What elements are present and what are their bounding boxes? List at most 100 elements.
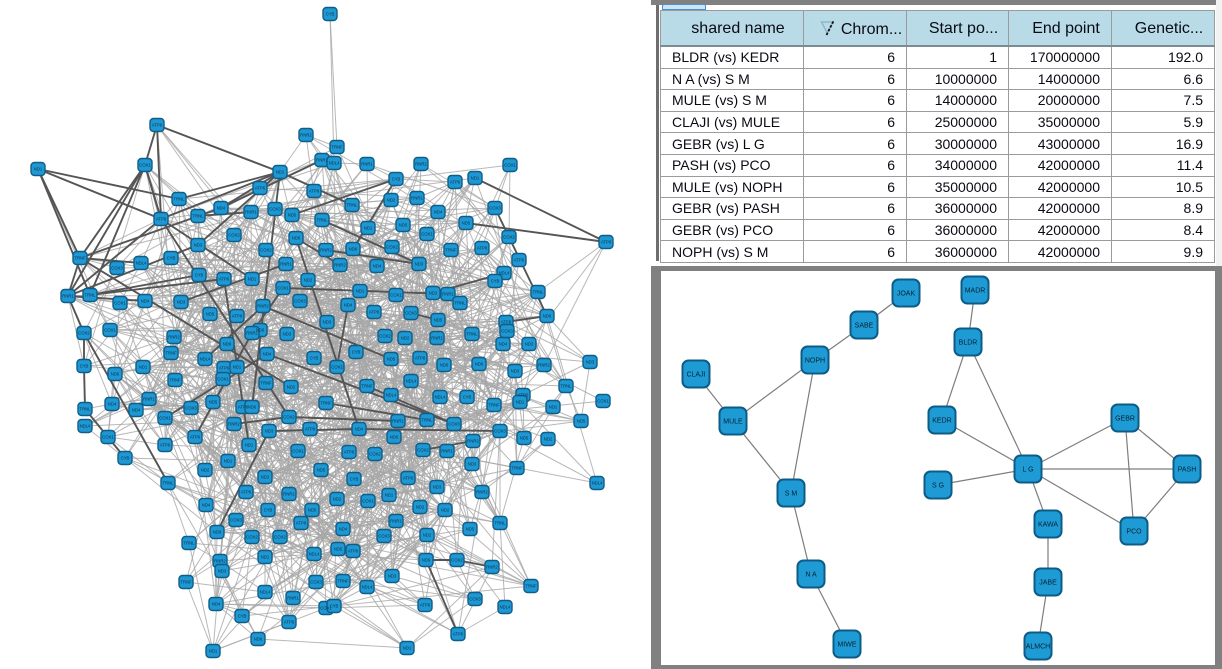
svg-text:JOAK: JOAK xyxy=(897,290,916,297)
svg-text:BLDR: BLDR xyxy=(959,339,978,346)
svg-text:SABE: SABE xyxy=(855,322,874,329)
svg-text:TRNL: TRNL xyxy=(85,293,97,298)
svg-text:ND4: ND4 xyxy=(263,352,272,357)
svg-text:ATP8: ATP8 xyxy=(501,320,512,325)
svg-text:ND2: ND2 xyxy=(429,291,438,296)
svg-text:RNR2: RNR2 xyxy=(246,331,258,336)
svg-text:CYB: CYB xyxy=(326,12,335,17)
svg-text:ND5: ND5 xyxy=(466,527,475,532)
svg-text:ATP8: ATP8 xyxy=(305,427,316,432)
svg-text:TRNL: TRNL xyxy=(80,407,92,412)
svg-text:ND2: ND2 xyxy=(287,385,296,390)
svg-text:RNR2: RNR2 xyxy=(467,439,479,444)
svg-text:ND5: ND5 xyxy=(334,547,343,552)
svg-text:ND3: ND3 xyxy=(468,462,477,467)
svg-text:MIWE: MIWE xyxy=(837,641,856,648)
svg-text:ND1: ND1 xyxy=(139,365,148,370)
svg-text:COX3: COX3 xyxy=(405,311,417,316)
svg-text:TRNF: TRNF xyxy=(511,466,523,471)
svg-text:COX3: COX3 xyxy=(378,534,390,539)
svg-text:COX1: COX1 xyxy=(390,293,402,298)
svg-text:S G: S G xyxy=(932,482,944,489)
svg-text:TRNF: TRNF xyxy=(488,403,500,408)
svg-text:COX2: COX2 xyxy=(503,235,515,240)
svg-text:NDL4: NDL4 xyxy=(435,395,446,400)
svg-text:ND3: ND3 xyxy=(265,429,274,434)
svg-text:ATP8: ATP8 xyxy=(156,217,167,222)
svg-text:TRNF: TRNF xyxy=(320,401,332,406)
svg-text:RNR1: RNR1 xyxy=(287,596,299,601)
svg-text:CYB: CYB xyxy=(238,614,247,619)
svg-text:COX3: COX3 xyxy=(501,329,513,334)
svg-text:ND5: ND5 xyxy=(434,318,443,323)
svg-text:ALMCH: ALMCH xyxy=(1026,643,1051,650)
svg-text:ND6: ND6 xyxy=(292,236,301,241)
svg-text:ND6: ND6 xyxy=(475,362,484,367)
svg-text:ND3: ND3 xyxy=(323,320,332,325)
svg-text:ND1: ND1 xyxy=(471,176,480,181)
svg-text:ND2: ND2 xyxy=(401,336,410,341)
svg-text:ATP6: ATP6 xyxy=(450,180,461,185)
svg-text:RNR2: RNR2 xyxy=(300,133,312,138)
svg-text:ATP6: ATP6 xyxy=(190,435,201,440)
svg-text:ND5: ND5 xyxy=(288,213,297,218)
svg-text:ND4: ND4 xyxy=(434,210,443,215)
svg-text:RNR1: RNR1 xyxy=(283,492,295,497)
svg-text:COX2: COX2 xyxy=(451,558,463,563)
svg-text:ND2: ND2 xyxy=(201,468,210,473)
svg-text:ND1: ND1 xyxy=(261,555,270,560)
svg-text:ND6: ND6 xyxy=(111,372,120,377)
svg-text:RNR1: RNR1 xyxy=(392,419,404,424)
svg-text:RNR2: RNR2 xyxy=(320,248,332,253)
svg-text:TRNF: TRNF xyxy=(445,248,457,253)
svg-text:ND3: ND3 xyxy=(586,360,595,365)
svg-text:TRNL: TRNL xyxy=(533,290,545,295)
svg-text:ND5: ND5 xyxy=(399,223,408,228)
svg-text:ND6: ND6 xyxy=(223,342,232,347)
svg-text:ND1: ND1 xyxy=(224,459,233,464)
svg-text:TRNL: TRNL xyxy=(455,301,467,306)
svg-text:ND2: ND2 xyxy=(544,437,553,442)
svg-text:ND1: ND1 xyxy=(364,226,373,231)
svg-text:RNR1: RNR1 xyxy=(431,336,443,341)
svg-text:COX2: COX2 xyxy=(417,448,429,453)
svg-text:ND2: ND2 xyxy=(261,475,270,480)
svg-text:COX3: COX3 xyxy=(448,422,460,427)
svg-text:ND6: ND6 xyxy=(254,637,263,642)
svg-text:ATP6: ATP6 xyxy=(518,393,529,398)
svg-text:ATP6: ATP6 xyxy=(219,366,230,371)
svg-text:ND4: ND4 xyxy=(132,408,141,413)
svg-text:ND3: ND3 xyxy=(194,243,203,248)
svg-text:ND3: ND3 xyxy=(218,569,227,574)
svg-text:COX1: COX1 xyxy=(114,301,126,306)
svg-text:CYB: CYB xyxy=(352,350,361,355)
svg-text:ND5: ND5 xyxy=(317,468,326,473)
svg-text:CYB: CYB xyxy=(350,477,359,482)
svg-text:ATP6: ATP6 xyxy=(514,258,525,263)
svg-text:ND6: ND6 xyxy=(390,435,399,440)
svg-text:COX2: COX2 xyxy=(246,535,258,540)
svg-text:ND3: ND3 xyxy=(415,262,424,267)
svg-text:ATP8: ATP8 xyxy=(369,310,380,315)
svg-text:COX3: COX3 xyxy=(489,206,501,211)
svg-text:TRNL: TRNL xyxy=(347,203,359,208)
svg-text:CYB: CYB xyxy=(195,273,204,278)
svg-text:TRNL: TRNL xyxy=(467,332,479,337)
svg-text:GEBR: GEBR xyxy=(1115,415,1135,422)
svg-text:ND4: ND4 xyxy=(217,206,226,211)
svg-text:ND4: ND4 xyxy=(212,602,221,607)
svg-text:NDL4: NDL4 xyxy=(200,357,211,362)
svg-text:RNR1: RNR1 xyxy=(441,449,453,454)
svg-text:COX3: COX3 xyxy=(294,299,306,304)
svg-text:ND1: ND1 xyxy=(248,277,257,282)
svg-text:ND2: ND2 xyxy=(304,278,313,283)
svg-text:COX2: COX2 xyxy=(369,452,381,457)
svg-text:NDL4: NDL4 xyxy=(499,271,510,276)
svg-text:KAWA: KAWA xyxy=(1038,521,1058,528)
svg-text:COX3: COX3 xyxy=(494,429,506,434)
svg-text:TRNF: TRNF xyxy=(260,381,272,386)
svg-text:ND4: ND4 xyxy=(108,402,117,407)
svg-text:COX3: COX3 xyxy=(111,266,123,271)
svg-text:ATP6: ATP6 xyxy=(241,490,252,495)
svg-text:ND5: ND5 xyxy=(462,221,471,226)
